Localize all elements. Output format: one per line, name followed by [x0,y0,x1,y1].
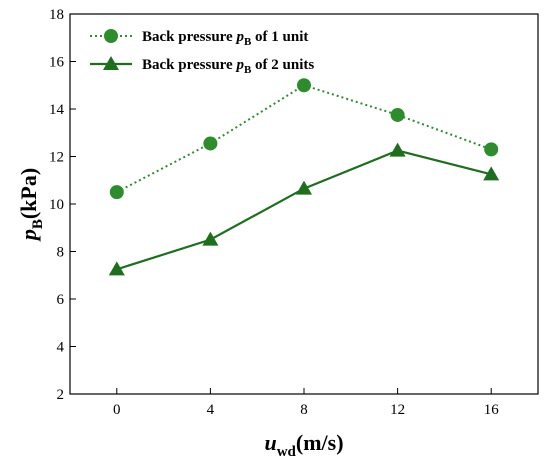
y-tick-label: 6 [57,292,65,308]
series-1-point-0 [109,185,124,200]
series-2-point-1 [202,231,219,246]
legend-entry-series-2: Back pressure pB of 2 units [90,56,314,76]
y-tick-label: 4 [57,340,65,356]
x-axis-label-main: u [264,430,276,455]
y-tick-label: 18 [49,7,64,23]
series-1-point-1 [203,136,218,151]
y-tick-label: 12 [49,150,64,166]
legend-marker-triangle [103,56,119,70]
x-axis-label: uwd(m/s) [264,430,343,460]
legend-2-post: of 2 units [251,57,314,73]
legend-label-series-1: Back pressure pB of 1 unit [142,29,308,48]
series-2-line [116,149,492,271]
y-axis-label: pB(kPa) [16,168,46,242]
x-axis-label-rest: (m/s) [296,430,344,455]
y-tick-label: 14 [49,102,65,118]
legend-marker-circle [104,29,118,43]
axis-ticks: 2 4 6 8 10 12 14 16 18 0 4 8 12 16 [49,7,499,418]
x-tick-label: 4 [207,402,215,418]
series-1-point-2 [297,78,311,93]
legend: Back pressure pB of 1 unit Back pressure… [90,29,314,76]
y-axis-label-main: p [16,229,41,242]
x-tick-label: 8 [300,402,308,418]
legend-1-pre: Back pressure [142,29,236,45]
series-2-point-2 [296,180,312,195]
y-axis-label-sub: B [30,219,46,229]
legend-1-sub: B [244,36,252,48]
legend-2-pre: Back pressure [142,57,236,73]
series-2-point-4 [483,166,500,181]
legend-2-main: p [234,57,244,73]
legend-entry-series-1: Back pressure pB of 1 unit [90,29,308,48]
series-1-point-3 [390,107,405,122]
series-2-point-0 [108,261,125,276]
legend-1-main: p [234,29,244,45]
x-tick-label: 12 [390,402,405,418]
legend-2-sub: B [244,64,252,76]
x-tick-label: 0 [113,402,121,418]
legend-1-post: of 1 unit [251,29,308,45]
series-layer [108,78,500,276]
series-2-point-3 [389,142,406,157]
series-1-point-4 [484,142,499,157]
legend-label-series-2: Back pressure pB of 2 units [142,57,314,76]
y-tick-label: 10 [49,197,64,213]
x-axis-label-sub: wd [277,444,297,460]
x-tick-label: 16 [484,402,500,418]
y-tick-label: 2 [57,387,65,403]
y-axis-label-rest: (kPa) [16,168,41,219]
y-tick-label: 16 [49,55,65,71]
series-1-line [116,84,492,194]
y-tick-label: 8 [57,245,65,261]
